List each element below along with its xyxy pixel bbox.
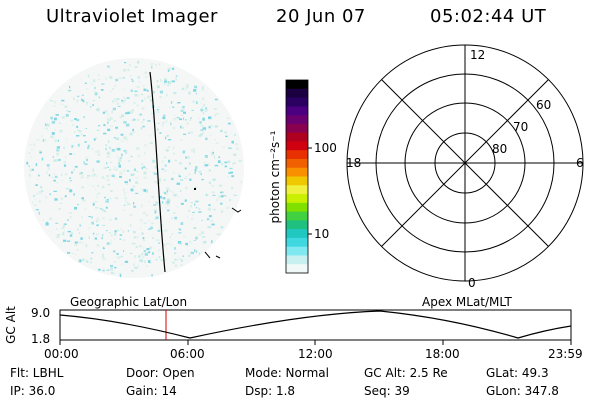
mode-info: Mode: Normal — [245, 366, 329, 380]
colorbar-band — [286, 167, 308, 177]
altitude-curve — [59, 310, 572, 339]
colorbar-band — [286, 80, 308, 90]
colorbar-tick-10: 10 — [314, 227, 330, 241]
dsp-info: Dsp: 1.8 — [245, 384, 296, 398]
colorbar-band — [286, 255, 308, 265]
colorbar-band — [286, 246, 308, 256]
colorbar-band — [286, 115, 308, 125]
x-tick-1800: 18:00 — [425, 347, 460, 361]
colorbar-band — [286, 237, 308, 248]
filter-info: Flt: LBHL — [10, 366, 64, 380]
terminator-line — [149, 71, 166, 273]
image-time: 05:02:44 UT — [430, 6, 547, 27]
image-date: 20 Jun 07 — [276, 6, 366, 27]
x-tick-0600: 06:00 — [170, 347, 205, 361]
colorbar-band — [286, 176, 308, 186]
polar-grid — [346, 44, 584, 282]
colorbar-band — [286, 150, 308, 160]
colorbar-band — [286, 88, 308, 99]
apex-label: Apex MLat/MLT — [422, 295, 512, 309]
colorbar-tick-100: 100 — [314, 141, 337, 155]
x-tick-0000: 00:00 — [44, 347, 79, 361]
seq-info: Seq: 39 — [364, 384, 410, 398]
colorbar-band — [286, 106, 308, 116]
colorbar-band — [286, 185, 308, 195]
geographic-label: Geographic Lat/Lon — [70, 295, 188, 309]
y-tick-9: 9.0 — [31, 306, 51, 320]
colorbar-band — [286, 211, 308, 221]
y-tick-1-8: 1.8 — [31, 332, 51, 346]
colorbar-band — [286, 229, 308, 239]
mlat-label-60: 60 — [536, 98, 552, 112]
colorbar-band — [286, 132, 308, 142]
glat-info: GLat: 49.3 — [486, 366, 549, 380]
door-info: Door: Open — [126, 366, 195, 380]
colorbar — [285, 79, 312, 274]
mlt-label-18: 18 — [346, 156, 362, 170]
colorbar-band — [286, 123, 308, 134]
ip-info: IP: 36.0 — [10, 384, 56, 398]
mlt-label-0: 0 — [468, 276, 476, 290]
colorbar-band — [286, 97, 308, 107]
colorbar-band — [286, 202, 308, 213]
colorbar-band — [286, 264, 308, 274]
colorbar-band — [286, 194, 308, 204]
coastline-segment — [231, 207, 242, 213]
mlt-label-6: 6 — [576, 156, 584, 170]
mlat-label-80: 80 — [492, 142, 508, 156]
colorbar-band — [286, 141, 308, 151]
glon-info: GLon: 347.8 — [486, 384, 559, 398]
x-tick-2359: 23:59 — [548, 347, 583, 361]
colorbar-band — [286, 220, 308, 230]
instrument-title: Ultraviolet Imager — [46, 6, 218, 27]
x-tick-1200: 12:00 — [298, 347, 333, 361]
coastline-segment — [204, 251, 221, 259]
mlat-label-70: 70 — [513, 120, 529, 134]
gc-alt-axis-label: GC Alt — [3, 306, 18, 344]
uv-image-disk — [24, 58, 244, 278]
colorbar-label: photon cm⁻²s⁻¹ — [268, 130, 282, 224]
gc-alt-info: GC Alt: 2.5 Re — [364, 366, 448, 380]
mlt-label-12: 12 — [470, 48, 486, 62]
altitude-plot — [59, 309, 572, 345]
gain-info: Gain: 14 — [126, 384, 177, 398]
colorbar-band — [286, 158, 308, 169]
